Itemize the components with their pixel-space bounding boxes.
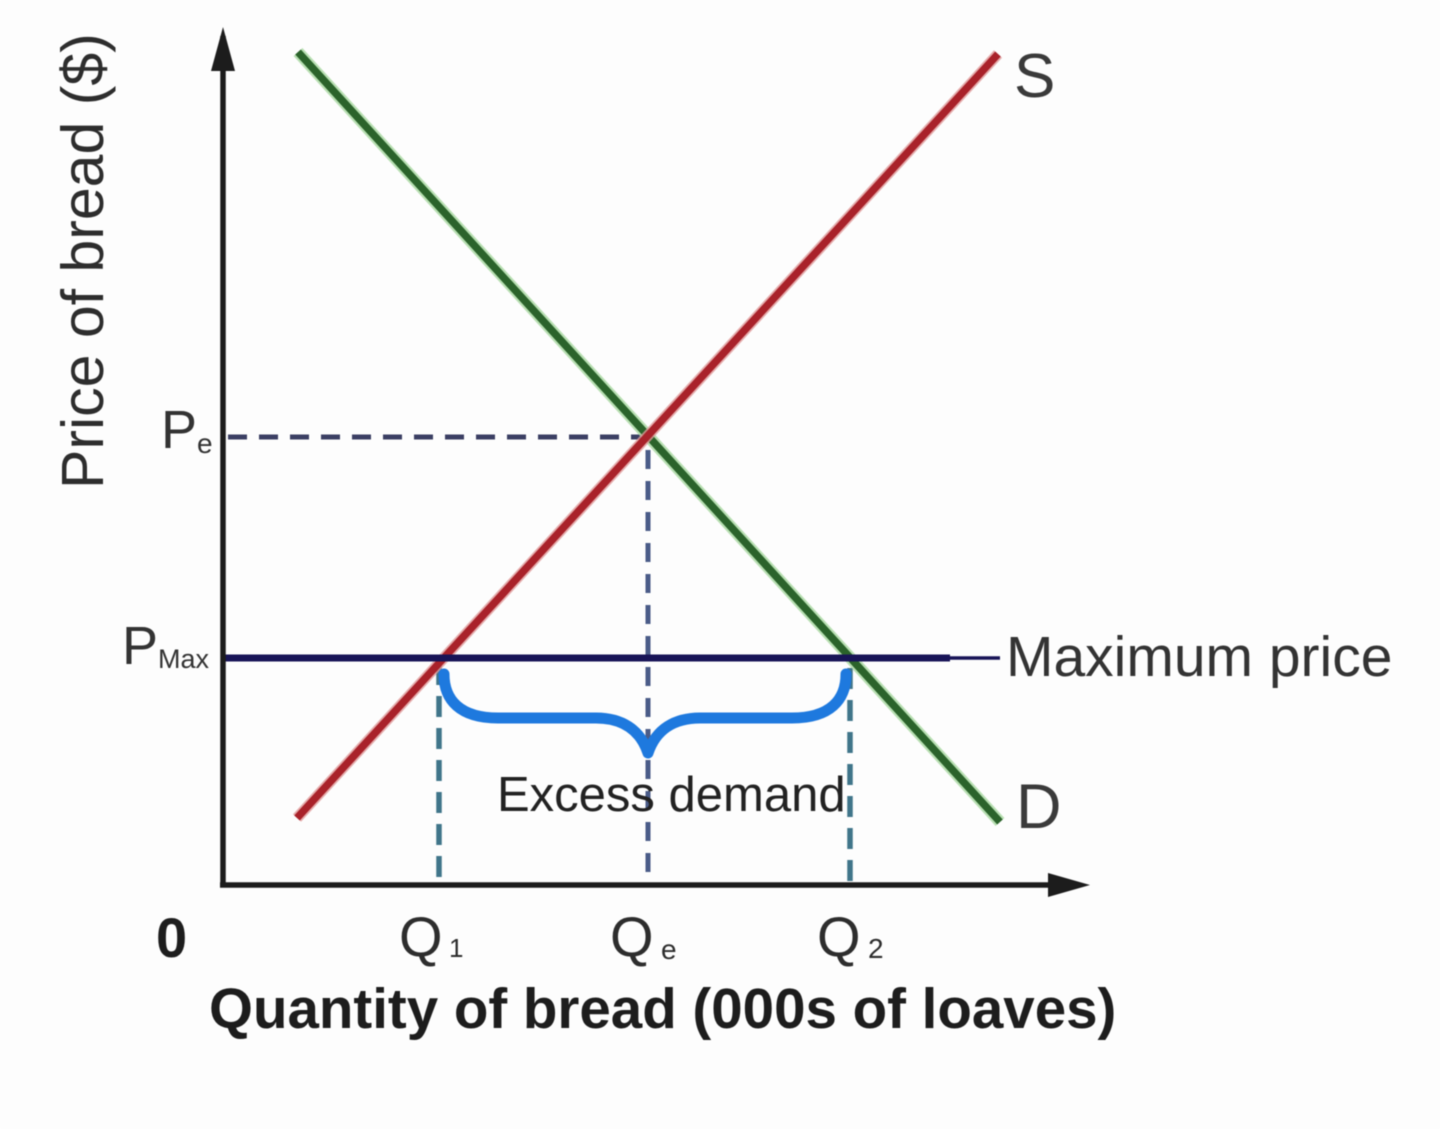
svg-text:Q: Q <box>399 905 443 968</box>
svg-text:e: e <box>197 428 213 459</box>
svg-text:P: P <box>122 616 158 676</box>
svg-text:P: P <box>161 400 197 460</box>
svg-text:Q: Q <box>817 905 861 968</box>
svg-text:1: 1 <box>449 933 463 963</box>
svg-text:S: S <box>1014 42 1055 111</box>
svg-text:Price of bread ($): Price of bread ($) <box>50 33 116 489</box>
svg-text:Excess demand: Excess demand <box>497 768 846 822</box>
svg-text:D: D <box>1016 772 1062 842</box>
svg-text:2: 2 <box>868 933 884 964</box>
svg-text:Maximum price: Maximum price <box>1006 625 1392 689</box>
svg-text:Quantity of bread (000s of loa: Quantity of bread (000s of loaves) <box>209 977 1116 1040</box>
svg-text:e: e <box>661 934 677 965</box>
svg-text:Max: Max <box>158 644 210 674</box>
svg-text:Q: Q <box>610 905 654 968</box>
svg-text:0: 0 <box>156 906 187 969</box>
